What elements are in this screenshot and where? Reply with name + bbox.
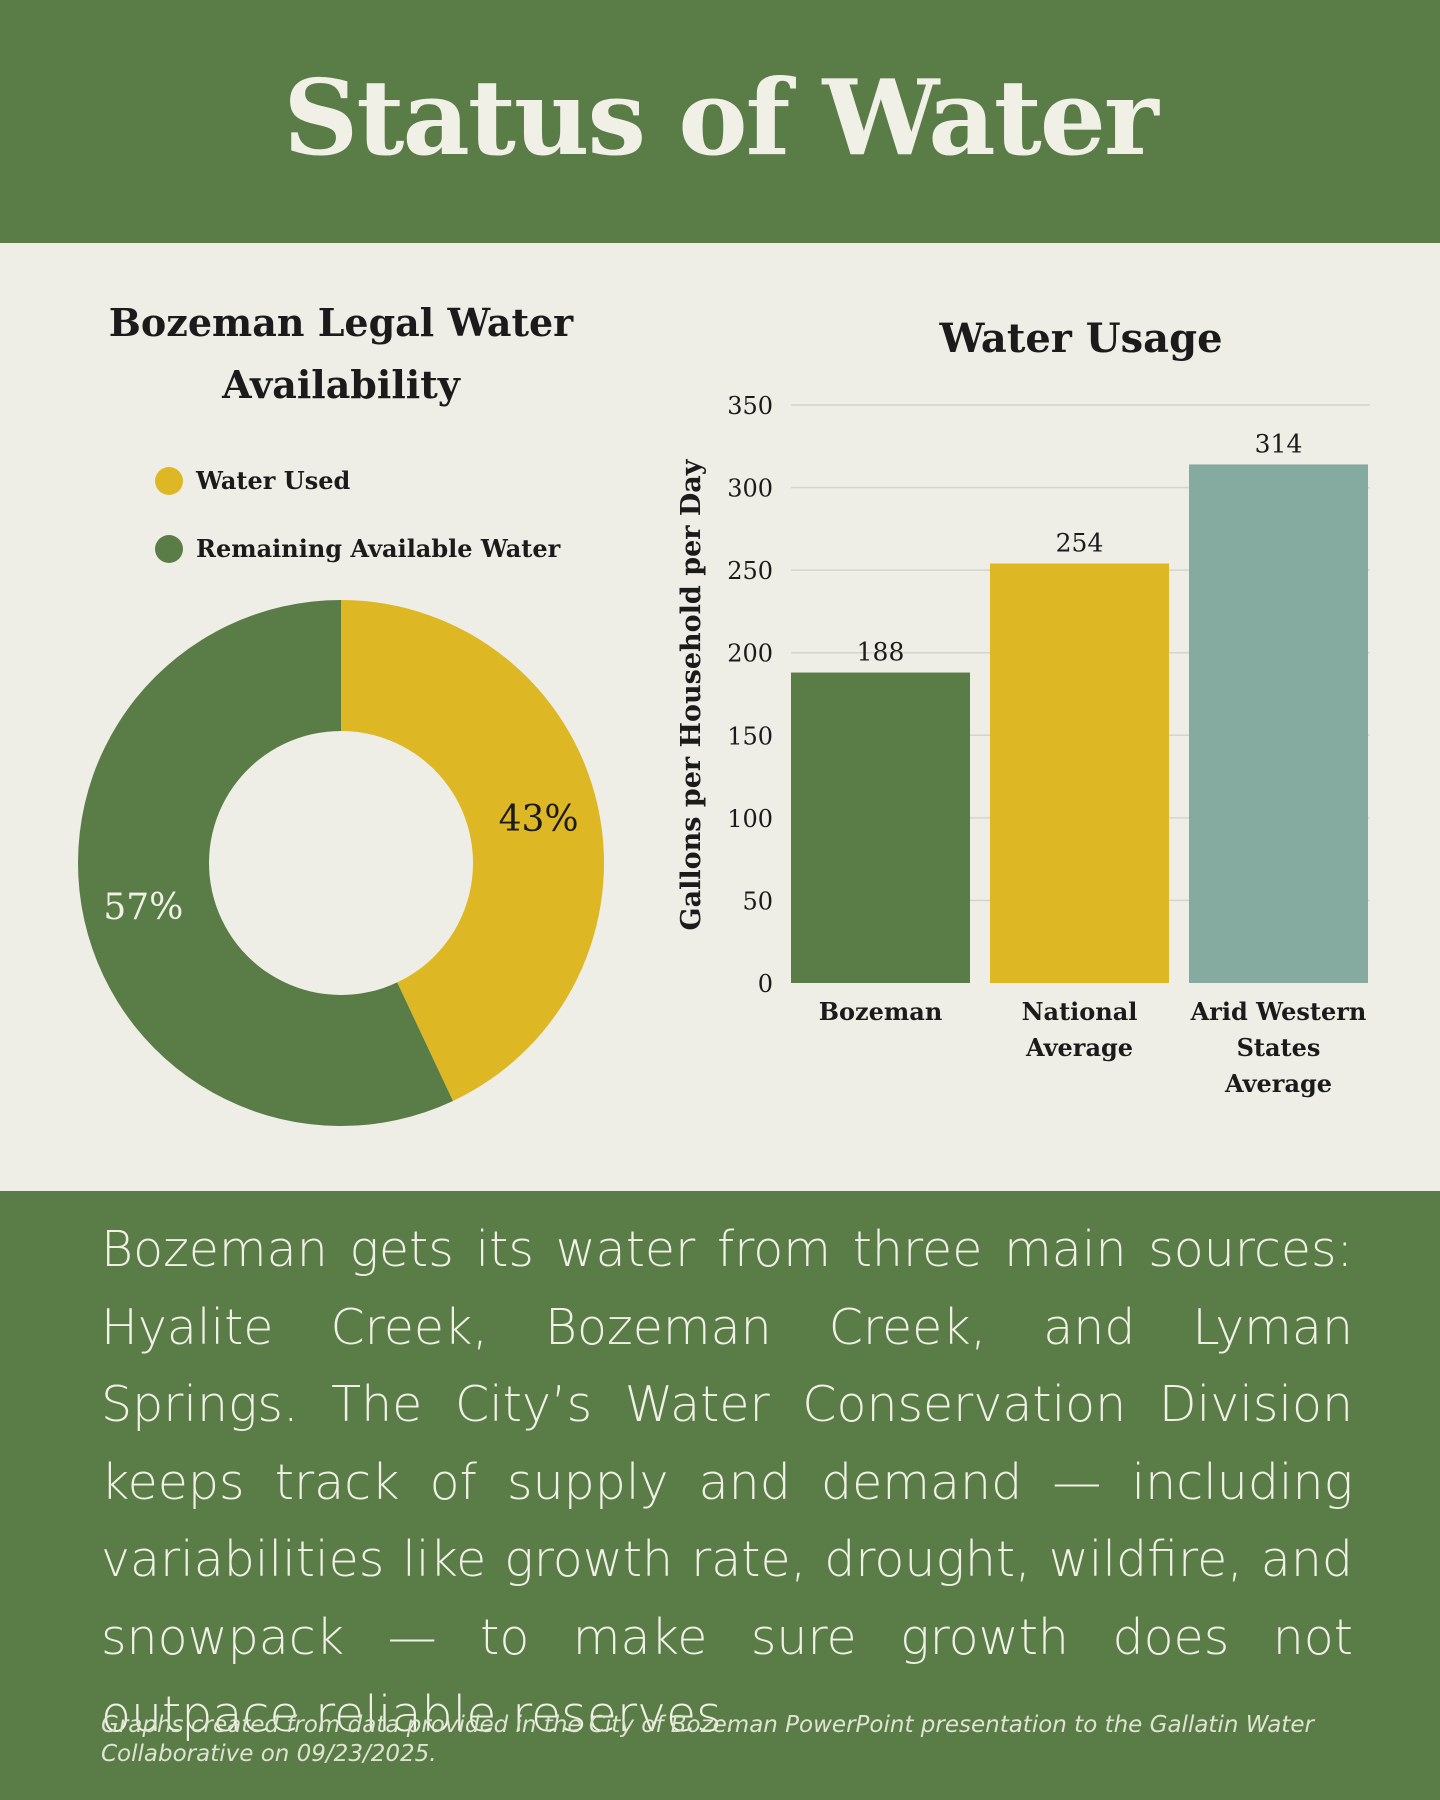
y-tick-label: 250 xyxy=(727,557,773,585)
donut-labels: 43% 57% xyxy=(103,799,578,928)
donut-slices xyxy=(77,600,605,1126)
bar-y-tick-labels: 0 50 100 150 200 250 300 350 xyxy=(727,392,773,998)
bar-category-label: Bozeman xyxy=(819,997,943,1026)
bar-value-label: 188 xyxy=(857,638,905,667)
bar-value-label: 314 xyxy=(1255,429,1303,458)
bar xyxy=(990,563,1169,983)
y-tick-label: 300 xyxy=(727,475,773,503)
bar-value-labels: 188 254 314 xyxy=(857,429,1303,666)
donut-legend: Water Used Remaining Available Water xyxy=(155,466,561,563)
y-tick-label: 150 xyxy=(727,722,773,750)
bar-category-label: Average xyxy=(1025,1033,1133,1062)
bar-chart: Water Usage 0 50 100 150 200 250 300 350 Gallon… xyxy=(676,315,1370,1098)
charts-svg: Bozeman Legal Water Availability Water U… xyxy=(77,300,1370,1126)
legend-label: Water Used xyxy=(195,466,350,495)
y-tick-label: 100 xyxy=(727,805,773,833)
page-title: Status of Water xyxy=(283,56,1158,179)
donut-chart: Bozeman Legal Water Availability Water U… xyxy=(77,300,605,1126)
bar-category-label: Arid Western xyxy=(1190,997,1367,1026)
header-banner: Status of Water xyxy=(0,0,1440,243)
bar-category-labels: Bozeman National Average Arid Western States… xyxy=(819,997,1367,1098)
bar-value-label: 254 xyxy=(1056,529,1104,558)
y-tick-label: 50 xyxy=(742,887,773,915)
legend-label: Remaining Available Water xyxy=(196,534,561,563)
donut-title-line-1: Bozeman Legal Water xyxy=(109,300,574,345)
body-paragraph: Bozeman gets its water from three main s… xyxy=(101,1221,1353,1743)
bar-category-label: National xyxy=(1022,997,1138,1026)
charts-panel: Bozeman Legal Water Availability Water U… xyxy=(0,243,1440,1191)
donut-slice xyxy=(77,600,453,1126)
legend-swatch xyxy=(155,535,183,563)
source-credit: Graphs created from data provided in the… xyxy=(101,1712,1314,1767)
donut-slice xyxy=(341,600,605,1101)
bar xyxy=(791,672,970,983)
bar-y-axis-label: Gallons per Household per Day xyxy=(676,458,707,930)
bar-category-label: Average xyxy=(1224,1069,1332,1098)
bar-chart-title: Water Usage xyxy=(938,315,1222,362)
bar-category-label: States xyxy=(1237,1033,1321,1062)
bar xyxy=(1189,464,1368,983)
y-tick-label: 200 xyxy=(727,640,773,668)
bar-marks xyxy=(791,464,1368,983)
donut-slice-label: 43% xyxy=(499,799,579,840)
y-tick-label: 350 xyxy=(727,392,773,420)
donut-slice-label: 57% xyxy=(103,887,183,928)
donut-title-line-2: Availability xyxy=(221,362,461,407)
footer-panel: Bozeman gets its water from three main s… xyxy=(0,1191,1440,1800)
y-tick-label: 0 xyxy=(758,970,773,998)
legend-swatch xyxy=(155,467,183,495)
